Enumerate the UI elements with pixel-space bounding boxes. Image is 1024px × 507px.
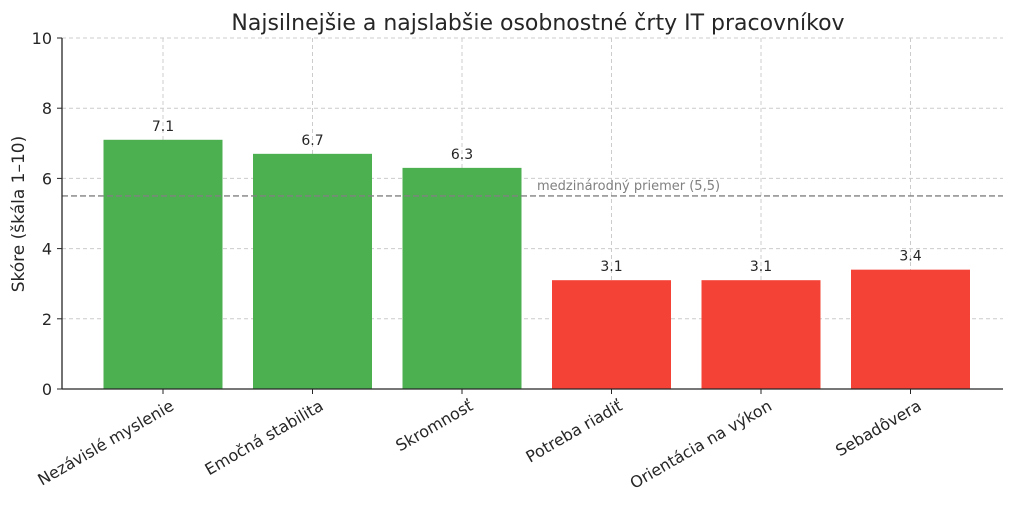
bar — [851, 269, 970, 389]
bar-value-label: 6.7 — [301, 133, 323, 149]
bar — [552, 280, 671, 389]
bar — [103, 139, 223, 389]
reference-line-group: medzinárodný priemer (5,5) — [62, 179, 1003, 197]
chart-title: Najsilnejšie a najslabšie osobnostné črt… — [231, 11, 844, 36]
y-tick-label: 0 — [42, 380, 52, 399]
x-category-label: Emočná stabilita — [202, 396, 327, 479]
y-tick-label: 8 — [42, 99, 52, 118]
x-category-label: Orientácia na výkon — [627, 396, 775, 493]
x-category-label: Sebadôvera — [832, 396, 924, 460]
y-tick-label: 10 — [32, 29, 52, 48]
x-category-label: Skromnosť — [392, 396, 476, 455]
bar-value-label: 3.1 — [600, 259, 622, 275]
bar — [701, 280, 821, 389]
bar — [402, 167, 522, 389]
bars — [103, 139, 970, 389]
axes — [57, 37, 1003, 394]
y-axis-label: Skóre (škála 1–10) — [9, 136, 29, 293]
bar — [253, 153, 372, 389]
bar-value-label: 3.1 — [750, 259, 772, 275]
x-category-label: Potreba riadiť — [522, 396, 625, 466]
x-category-label: Nezávislé myslenie — [34, 396, 177, 489]
y-tick-label: 2 — [42, 310, 52, 329]
y-tick-label: 6 — [42, 169, 52, 188]
reference-line-label: medzinárodný priemer (5,5) — [537, 179, 720, 194]
bar-value-label: 3.4 — [899, 249, 921, 265]
y-tick-label: 4 — [42, 240, 52, 259]
bar-value-label: 7.1 — [152, 119, 174, 135]
bar-value-label: 6.3 — [451, 147, 473, 163]
